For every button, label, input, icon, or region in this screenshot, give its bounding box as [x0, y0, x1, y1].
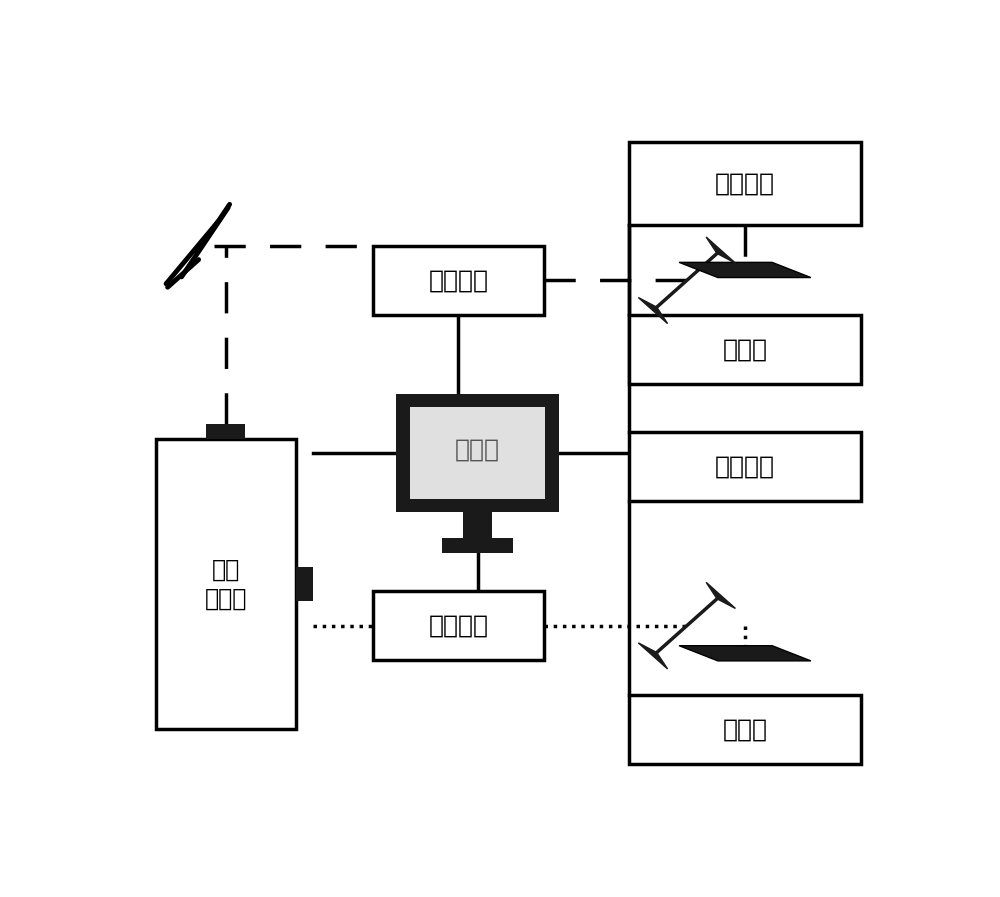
Bar — [442, 538, 513, 553]
Polygon shape — [638, 298, 668, 324]
Bar — [410, 406, 545, 500]
Bar — [373, 246, 544, 315]
Bar — [373, 591, 544, 660]
Polygon shape — [638, 643, 668, 669]
Polygon shape — [706, 582, 735, 608]
Text: 平移台: 平移台 — [722, 337, 768, 361]
Bar — [629, 432, 861, 501]
Text: 成像系统: 成像系统 — [715, 171, 775, 196]
Text: 调节模块: 调节模块 — [428, 268, 488, 292]
Bar — [629, 143, 861, 225]
Text: 飞秒
激光器: 飞秒 激光器 — [205, 557, 247, 611]
Text: 计算机: 计算机 — [455, 438, 500, 462]
Bar — [156, 440, 296, 729]
Text: 调节模块: 调节模块 — [428, 614, 488, 638]
Bar — [296, 567, 313, 602]
Text: 平移台: 平移台 — [722, 718, 768, 741]
Bar — [206, 424, 245, 440]
Bar — [629, 694, 861, 764]
Bar — [629, 315, 861, 384]
Bar — [463, 511, 492, 538]
Polygon shape — [679, 646, 811, 661]
Text: 成像系统: 成像系统 — [715, 455, 775, 479]
Polygon shape — [706, 237, 735, 263]
Bar — [396, 395, 559, 511]
Polygon shape — [679, 262, 811, 277]
